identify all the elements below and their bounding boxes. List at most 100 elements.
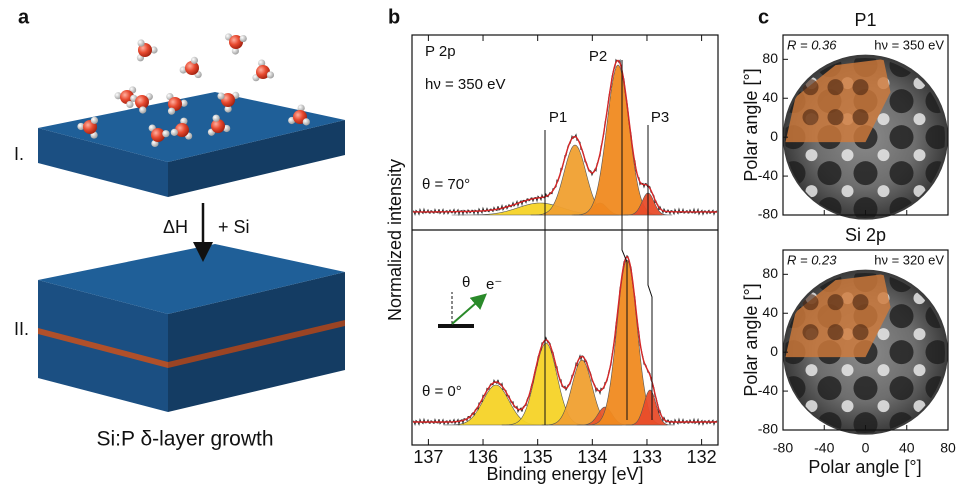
oxygen-atom	[135, 95, 149, 109]
pattern-dark	[817, 376, 842, 401]
x-tick-label: 40	[899, 440, 915, 456]
molecule	[166, 93, 188, 115]
x-tick-label: 136	[468, 447, 498, 467]
pattern-bright	[913, 149, 926, 162]
pattern-bright	[806, 221, 818, 233]
hydrogen-atom	[231, 47, 239, 55]
hydrogen-atom	[302, 118, 310, 126]
x-tick-label: -80	[773, 440, 793, 456]
oxygen-atom	[256, 65, 270, 79]
molecule	[114, 86, 137, 109]
oxygen-atom	[185, 61, 199, 75]
overlay-dark	[802, 109, 819, 126]
overlay-dark	[827, 109, 844, 126]
peak-lines	[544, 60, 653, 425]
pattern-bright	[805, 400, 818, 413]
hydrogen-atom	[167, 107, 176, 115]
component-peak	[625, 389, 675, 426]
molecule	[217, 91, 240, 113]
pattern-bright	[877, 364, 890, 377]
pattern-dark	[889, 125, 914, 150]
hydrogen-atom	[297, 104, 305, 112]
pattern-bright	[877, 113, 890, 126]
hydrogen-atom	[150, 46, 158, 54]
pattern-bright	[913, 113, 926, 126]
hydrogen-atom	[90, 116, 99, 124]
x-tick-label: 80	[940, 440, 956, 456]
pattern-bright	[841, 400, 854, 413]
spectrum-label: θ = 70°	[422, 176, 470, 193]
x-tick-label: -40	[814, 440, 834, 456]
pattern-bright	[877, 185, 890, 198]
pattern-dark	[785, 161, 806, 186]
fit-envelope	[413, 255, 717, 423]
hydrogen-atom	[162, 130, 170, 138]
y-tick-label: -40	[758, 382, 778, 398]
pattern-bright	[913, 364, 926, 377]
oxygen-atom	[175, 123, 189, 137]
pattern-bright	[841, 185, 854, 198]
pattern-dark	[785, 412, 806, 433]
plot-title: P1	[854, 10, 876, 30]
pattern-bright	[950, 400, 959, 412]
overlay-dark	[852, 294, 869, 311]
overlay-dark	[852, 79, 869, 96]
hydrogen-atom	[170, 128, 178, 136]
panel-label: a	[18, 6, 30, 28]
slab-2	[38, 244, 345, 412]
y-axis-label: Normalized intensity	[385, 159, 405, 321]
r-annotation: R = 0.36	[787, 37, 837, 52]
hydrogen-atom	[217, 92, 225, 100]
x-tick-label: 0	[862, 440, 870, 456]
x-tick-label: 137	[413, 447, 443, 467]
hydrogen-atom	[180, 117, 188, 125]
hv-annotation: hν = 350 eV	[874, 37, 944, 52]
hydrogen-atom	[180, 99, 188, 107]
pattern-dark	[817, 197, 842, 218]
fit-envelope	[413, 59, 717, 213]
plot-title: Si 2p	[845, 225, 886, 245]
hydrogen-atom	[190, 56, 199, 64]
hydrogen-atom	[139, 106, 147, 114]
overlay-dark	[827, 294, 844, 311]
pattern-dark	[925, 197, 945, 218]
pattern-dark	[889, 161, 914, 186]
pattern-bright	[841, 149, 854, 162]
molecule	[179, 56, 202, 79]
polar-plot: Si 2p R = 0.23 hν = 320 eV -80 -40 0 40 80 -80 -4…	[758, 225, 959, 456]
pattern-bright	[805, 185, 818, 198]
caption: Si:P δ-layer growth	[96, 428, 273, 451]
hydrogen-atom	[224, 105, 232, 113]
oxygen-atom	[151, 128, 165, 142]
photon-energy: hν = 350 eV	[425, 76, 505, 93]
hydrogen-atom	[137, 39, 145, 47]
y-tick-label: -40	[758, 167, 778, 183]
y-tick-label: 0	[770, 343, 778, 359]
arrow-label: + Si	[218, 217, 250, 237]
hydrogen-atom	[126, 100, 134, 109]
pattern-dark	[925, 340, 945, 365]
y-tick-label: 40	[762, 304, 778, 320]
panel-label: b	[388, 6, 400, 28]
pattern-dark	[889, 304, 914, 329]
pattern-bright	[950, 221, 959, 233]
inset-label: e⁻	[486, 276, 502, 293]
x-tick-label: 135	[523, 447, 553, 467]
peak-label: P1	[549, 109, 567, 126]
molecule	[224, 33, 247, 55]
molecule	[207, 114, 231, 136]
hydrogen-atom	[239, 34, 247, 43]
pattern-bright	[877, 328, 890, 341]
molecule	[148, 124, 170, 148]
pattern-dark	[785, 197, 806, 218]
pattern-bright	[805, 364, 818, 377]
overlay-dark	[802, 324, 819, 341]
pattern-bright	[842, 436, 854, 448]
pattern-bright	[914, 221, 926, 233]
hydrogen-atom	[212, 114, 220, 122]
pattern-dark	[925, 273, 945, 293]
x-axis-label: Polar angle [°]	[808, 457, 921, 477]
polar-plots: P1 R = 0.36 hν = 350 eV -80 -40 0 40 80 Si 2p R =…	[758, 10, 959, 456]
pattern-dark	[817, 412, 842, 433]
